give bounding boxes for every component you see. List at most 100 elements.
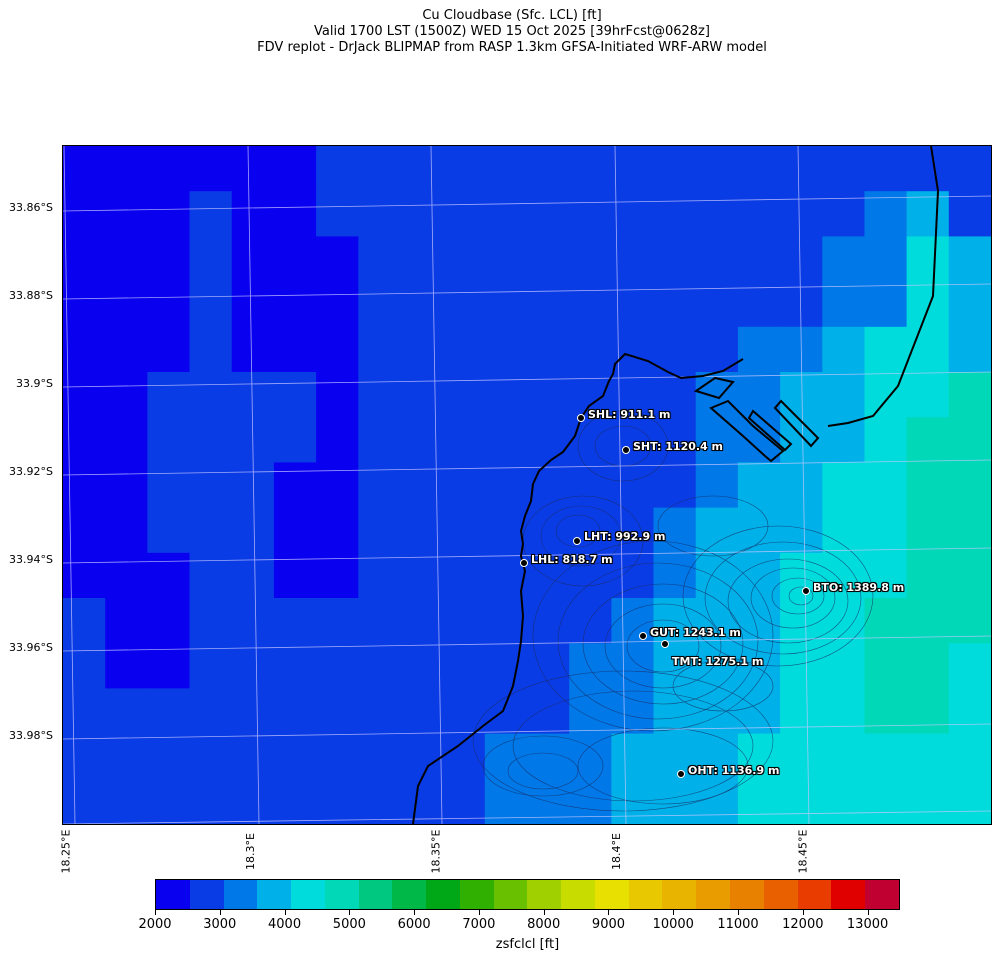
station-marker xyxy=(802,587,810,595)
heatmap-cell xyxy=(400,281,444,328)
heatmap-cell xyxy=(105,688,148,735)
colorbar-tick-mark xyxy=(478,910,480,915)
heatmap-cell xyxy=(948,417,991,463)
heatmap-cell xyxy=(358,191,402,237)
heatmap-cell xyxy=(231,191,275,237)
heatmap-cell xyxy=(864,146,908,192)
heatmap-cell xyxy=(737,326,781,373)
heatmap-cell xyxy=(316,236,359,283)
colorbar-tick-mark xyxy=(219,910,221,915)
heatmap-cell xyxy=(358,688,402,735)
heatmap-cell xyxy=(105,462,148,509)
colorbar-swatch xyxy=(493,880,528,909)
heatmap-cell xyxy=(147,281,191,328)
colorbar-label: zsfclcl [ft] xyxy=(495,937,560,952)
title-line-1: Cu Cloudbase (Sfc. LCL) [ft] xyxy=(422,8,602,23)
heatmap-cell xyxy=(316,417,359,463)
heatmap-cell xyxy=(906,598,950,644)
heatmap-cell xyxy=(231,236,275,283)
heatmap-cell xyxy=(273,146,317,192)
heatmap-cell xyxy=(316,191,359,237)
station-marker xyxy=(639,632,647,640)
heatmap-cell xyxy=(484,146,528,192)
colorbar-swatch xyxy=(628,880,663,909)
heatmap-cell xyxy=(63,191,106,237)
heatmap-cell xyxy=(948,688,991,735)
heatmap-cell xyxy=(527,191,570,237)
heatmap-cell xyxy=(442,326,486,373)
station-marker xyxy=(677,770,685,778)
heatmap-cell xyxy=(273,598,317,644)
heatmap-cell xyxy=(316,552,359,599)
heatmap-cell xyxy=(695,191,739,237)
heatmap-cell xyxy=(906,417,950,463)
heatmap-cell xyxy=(527,552,570,599)
heatmap-cell xyxy=(400,326,444,373)
colorbar-swatch xyxy=(459,880,494,909)
heatmap-cell xyxy=(822,778,866,824)
heatmap-cell xyxy=(948,643,991,689)
heatmap-cell xyxy=(147,146,191,192)
heatmap-cell xyxy=(484,326,528,373)
heatmap-cell xyxy=(569,643,612,689)
colorbar-tick-label: 10000 xyxy=(652,917,694,932)
lat-label: 33.88°S xyxy=(9,289,53,302)
heatmap-cell xyxy=(569,326,612,373)
heatmap-cell xyxy=(273,417,317,463)
heatmap-cell xyxy=(695,281,739,328)
heatmap-cell xyxy=(948,778,991,824)
heatmap-cell xyxy=(864,326,908,373)
lon-label: 18.3°E xyxy=(243,833,257,870)
heatmap-cell xyxy=(569,281,612,328)
colorbar-tick-mark xyxy=(543,910,545,915)
heatmap-cell xyxy=(948,552,991,599)
heatmap-cell xyxy=(780,507,823,554)
colorbar-swatch xyxy=(527,880,562,909)
heatmap-cell xyxy=(527,778,570,824)
heatmap-cell xyxy=(569,191,612,237)
heatmap-cell xyxy=(484,191,528,237)
heatmap-cell xyxy=(442,146,486,192)
heatmap-cell xyxy=(780,191,823,237)
heatmap-cell xyxy=(147,326,191,373)
heatmap-cell xyxy=(147,598,191,644)
heatmap-cell xyxy=(569,146,612,192)
colorbar-tick-label: 2000 xyxy=(138,917,172,932)
heatmap-cell xyxy=(527,417,570,463)
heatmap-cell xyxy=(442,688,486,735)
heatmap-cell xyxy=(484,372,528,418)
colorbar-tick-label: 11000 xyxy=(717,917,759,932)
heatmap-cell xyxy=(737,281,781,328)
heatmap-cell xyxy=(400,191,444,237)
colorbar-tick-label: 12000 xyxy=(782,917,824,932)
heatmap-cell xyxy=(653,507,697,554)
heatmap-cell xyxy=(780,236,823,283)
heatmap-cell xyxy=(358,507,402,554)
heatmap-cell xyxy=(822,507,866,554)
station-marker xyxy=(661,640,669,648)
title-line-2: Valid 1700 LST (1500Z) WED 15 Oct 2025 [… xyxy=(314,24,710,39)
heatmap-cell xyxy=(442,643,486,689)
heatmap-cell xyxy=(695,372,739,418)
heatmap-cell xyxy=(948,281,991,328)
heatmap-cell xyxy=(653,417,697,463)
heatmap-cell xyxy=(231,643,275,689)
heatmap-cell xyxy=(611,146,655,192)
colorbar-tick-label: 5000 xyxy=(332,917,366,932)
heatmap-cell xyxy=(400,146,444,192)
heatmap-cell xyxy=(484,688,528,735)
colorbar-swatch xyxy=(291,880,325,909)
heatmap-cell xyxy=(316,507,359,554)
heatmap-cell xyxy=(653,462,697,509)
lat-label: 33.9°S xyxy=(16,377,53,390)
heatmap-cell xyxy=(273,778,317,824)
colorbar-tick-label: 8000 xyxy=(527,917,561,932)
cloudbase-map xyxy=(63,146,991,824)
heatmap-cell xyxy=(189,326,233,373)
heatmap-cell xyxy=(63,778,106,824)
heatmap-cell xyxy=(906,507,950,554)
station-label-shl: SHL: 911.1 m xyxy=(588,408,671,421)
heatmap-cell xyxy=(484,643,528,689)
heatmap-cell xyxy=(105,372,148,418)
heatmap-cell xyxy=(484,236,528,283)
